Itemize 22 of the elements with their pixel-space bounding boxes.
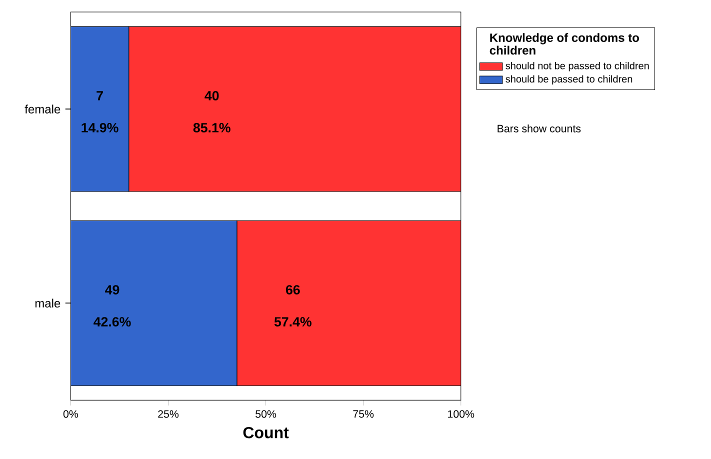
data-label: 14.9%: [82, 123, 118, 132]
bar: [70, 220, 238, 386]
legend-title: Knowledge of condoms to children: [490, 33, 639, 55]
x-tick-label: 50%: [256, 410, 276, 418]
data-label: 42.6%: [94, 317, 131, 327]
legend-label: should not be passed to children: [506, 62, 649, 72]
data-label: 57.4%: [274, 317, 312, 327]
x-tick-label: 100%: [448, 410, 474, 418]
annotation: 7: [96, 91, 103, 100]
y-tick-label: male: [35, 298, 60, 308]
y-tick-label: female: [24, 104, 60, 114]
x-tick-label: 25%: [158, 410, 179, 418]
annotation: 49: [105, 285, 120, 295]
annotation: 66: [286, 285, 300, 295]
text: Bars show counts: [498, 124, 581, 132]
x-tick-label: 75%: [353, 410, 374, 418]
bar: [70, 26, 130, 192]
data-label: 85.1%: [193, 123, 230, 132]
x-tick-label: 0%: [63, 410, 78, 418]
annotation: 40: [204, 91, 219, 100]
legend-label: should be passed to children: [506, 75, 632, 85]
x-axis-title: Count: [243, 427, 289, 438]
